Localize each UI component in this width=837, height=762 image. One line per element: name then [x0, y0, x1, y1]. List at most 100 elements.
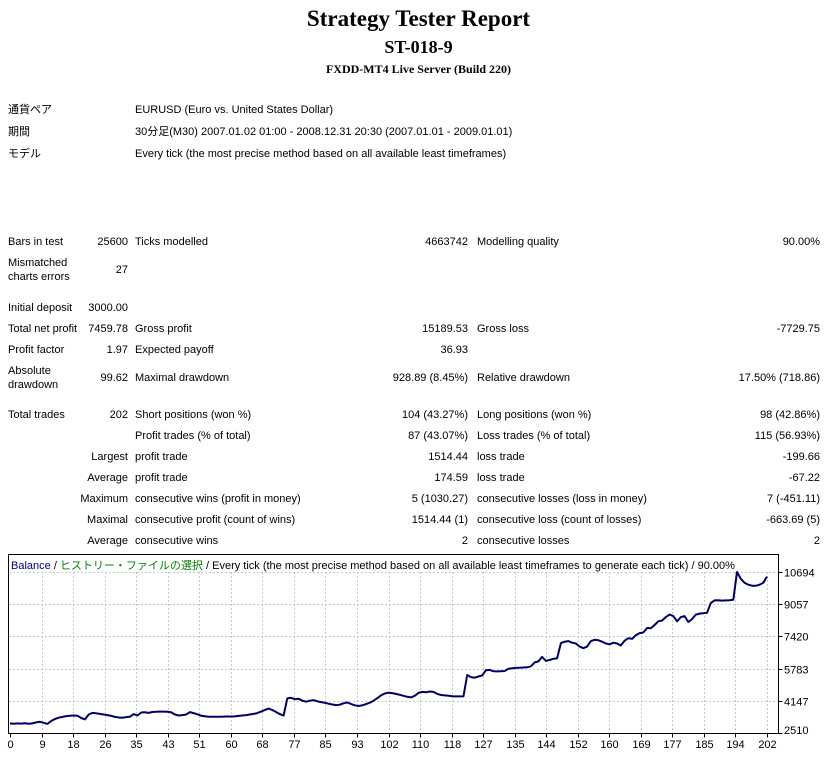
info-value: Every tick (the most precise method base…	[135, 148, 507, 160]
stat-value: 5 (1030.27)	[411, 493, 468, 505]
x-axis-label: 127	[474, 739, 492, 751]
stat-label: consecutive wins	[135, 535, 219, 547]
stat-value: Maximal	[87, 514, 128, 526]
balance-chart: 10694 9057 7420 5783 4147 2510 0 9 18 26 35 43 51 60 6…	[0, 554, 837, 757]
stat-label: Long positions (won %)	[477, 409, 592, 421]
stat-label: consecutive losses (loss in money)	[477, 493, 647, 505]
stat-value: 115 (56.93%)	[754, 430, 820, 442]
x-axis-label: 85	[319, 739, 331, 751]
stat-label: Bars in test	[8, 236, 64, 248]
y-axis-label: 10694	[784, 568, 815, 580]
legend-separator: /	[202, 560, 213, 572]
stat-label: Profit trades (% of total)	[135, 430, 251, 442]
legend-history-file-label: ヒストリー・ファイルの選択	[59, 560, 203, 572]
stat-value: 202	[109, 409, 128, 421]
report-subtitle: ST-018-9	[384, 37, 453, 57]
stat-value: Average	[87, 535, 128, 547]
stat-label: Total trades	[8, 409, 65, 421]
stat-value: 1514.44 (1)	[411, 514, 468, 526]
chart-axis-labels: 10694 9057 7420 5783 4147 2510 0 9 18 26 35 43 51 60 6…	[7, 568, 814, 752]
strategy-tester-report: { "header": { "title": "Strategy Tester …	[0, 6, 837, 757]
stat-label: loss trade	[477, 451, 525, 463]
x-axis-label: 51	[193, 739, 205, 751]
stat-label: consecutive losses	[477, 535, 570, 547]
y-axis-label: 9057	[784, 600, 808, 612]
balance-line	[9, 571, 768, 725]
x-axis-label: 9	[39, 739, 45, 751]
stat-label: Short positions (won %)	[135, 409, 252, 421]
stat-label: Ticks modelled	[135, 236, 208, 248]
stat-value: -67.22	[788, 472, 820, 484]
chart-legend: Balance / ヒストリー・ファイルの選択 / Every tick (th…	[11, 557, 735, 573]
stat-value: 36.93	[440, 344, 468, 356]
x-axis-label: 202	[758, 739, 776, 751]
x-axis-label: 43	[162, 739, 174, 751]
chart-grid	[9, 572, 778, 733]
report-server: FXDD-MT4 Live Server (Build 220)	[325, 62, 512, 76]
chart-ticks	[10, 572, 783, 738]
stat-label: Total net profit	[8, 323, 78, 335]
legend-separator: /	[50, 560, 60, 572]
stat-value: 90.00%	[782, 236, 820, 248]
x-axis-label: 185	[695, 739, 713, 751]
x-axis-label: 77	[288, 739, 300, 751]
stat-value: 104 (43.27%)	[401, 409, 468, 421]
stat-label: Gross loss	[477, 323, 529, 335]
stat-label: Loss trades (% of total)	[477, 430, 591, 442]
stat-value: 2	[461, 535, 468, 547]
stat-value: Largest	[91, 451, 128, 463]
x-axis-label: 18	[67, 739, 79, 751]
x-axis-label: 177	[663, 739, 681, 751]
x-axis-label: 35	[130, 739, 142, 751]
stat-label: consecutive wins (profit in money)	[135, 493, 301, 505]
stat-value: 174.59	[434, 472, 468, 484]
legend-model-label: Every tick (the most precise method base…	[212, 560, 689, 572]
stat-label: Modelling quality	[477, 236, 559, 248]
y-axis-label: 5783	[784, 665, 808, 677]
stat-label: consecutive loss (count of losses)	[477, 514, 642, 526]
stat-value: 4663742	[425, 236, 468, 248]
y-axis-label: 2510	[784, 725, 808, 737]
x-axis-label: 110	[412, 739, 430, 751]
stat-value: 17.50% (718.86)	[738, 372, 820, 384]
report-title: Strategy Tester Report	[306, 6, 531, 31]
stat-label: consecutive profit (count of wins)	[135, 514, 296, 526]
stat-label: profit trade	[135, 472, 188, 484]
stat-label: Profit factor	[8, 344, 65, 356]
x-axis-label: 135	[506, 739, 524, 751]
stat-value: 3000.00	[88, 302, 128, 314]
stat-value: 1514.44	[428, 451, 468, 463]
stat-value: -663.69 (5)	[766, 514, 820, 526]
stat-value: 25600	[97, 236, 128, 248]
x-axis-label: 68	[256, 739, 268, 751]
x-axis-label: 93	[351, 739, 363, 751]
legend-quality-label: 90.00%	[697, 560, 735, 572]
stat-value: 98 (42.86%)	[760, 409, 820, 421]
stat-value: 1.97	[106, 344, 128, 356]
x-axis-label: 144	[537, 739, 555, 751]
x-axis-label: 0	[7, 739, 13, 751]
stat-value: -7729.75	[776, 323, 820, 335]
stat-label: Expected payoff	[135, 344, 214, 356]
x-axis-label: 26	[99, 739, 111, 751]
stat-label: Absolute drawdown	[8, 365, 59, 391]
info-value: 30分足(M30) 2007.01.02 01:00 - 2008.12.31 …	[135, 126, 513, 138]
stat-label: profit trade	[135, 451, 188, 463]
stat-value: 7 (-451.11)	[767, 493, 820, 505]
stat-label: Maximal drawdown	[135, 372, 230, 384]
legend-balance-label: Balance	[11, 560, 51, 572]
y-axis-label: 4147	[784, 697, 808, 709]
legend-separator: /	[688, 560, 698, 572]
stat-value: -199.66	[782, 451, 820, 463]
x-axis-label: 152	[569, 739, 587, 751]
x-axis-label: 118	[444, 739, 462, 751]
info-value: EURUSD (Euro vs. United States Dollar)	[135, 104, 334, 116]
stat-value: 87 (43.07%)	[408, 430, 468, 442]
stat-value: 928.89 (8.45%)	[392, 372, 468, 384]
info-label: 通貨ペア	[8, 104, 52, 116]
stat-label: Mismatched charts errors	[8, 257, 70, 283]
info-label: 期間	[8, 126, 30, 138]
chart-border	[8, 554, 779, 734]
stat-label: Gross profit	[135, 323, 192, 335]
stat-label: Initial deposit	[8, 302, 73, 314]
